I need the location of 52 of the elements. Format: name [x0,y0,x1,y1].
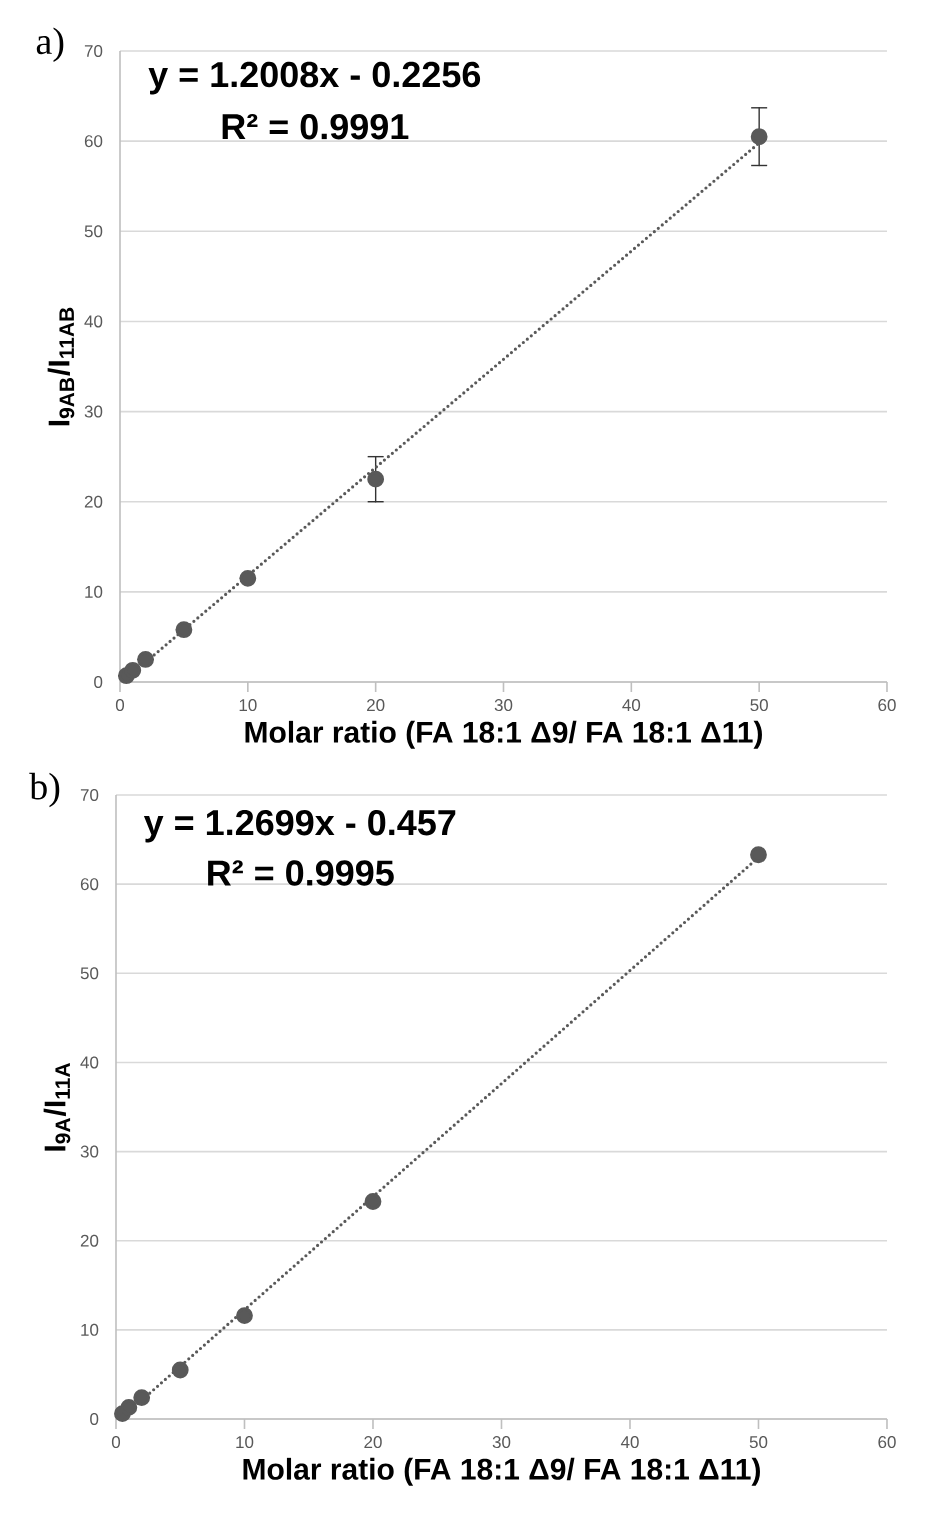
chart-title: a) [36,27,64,62]
y-tick-label: 20 [84,495,103,508]
x-tick-label: 50 [750,699,768,712]
y-tick-label: 0 [94,676,103,689]
y-tick-label: 40 [84,315,103,328]
x-tick-label: 40 [622,699,641,712]
x-tick-label: 10 [239,699,257,712]
x-tick-label: 20 [367,699,385,712]
point [364,1193,382,1210]
x-tick-label: 50 [749,1436,768,1449]
text: I$_{9A}$/I$_{11A}$ [43,1062,71,1151]
y-tick-label: 0 [90,1413,99,1426]
point [750,846,767,864]
y-tick-label: 70 [84,45,103,58]
x-axis-title: Molar ratio (FA 18:1 Δ9/ FA 18:1 Δ11) [245,720,762,749]
x-tick-label: 20 [364,1436,382,1449]
annotation: y = 1.2008x - 0.2256 [148,61,481,95]
point [367,470,385,488]
y-tick-label: 30 [80,1145,99,1158]
point [133,1389,151,1407]
annotation: R² = 0.9995 [208,860,394,886]
point [750,128,768,146]
point [120,1399,138,1416]
y-tick-label: 60 [80,878,99,891]
point [171,1361,189,1379]
y-tick-label: 50 [80,967,99,980]
chart-title: b) [29,772,60,808]
y-tick-label: 30 [84,405,103,418]
point [239,569,257,587]
y-tick-label: 10 [85,585,103,598]
annotation: y = 1.2699x - 0.457 [143,809,456,843]
x-tick-label: 60 [878,699,896,712]
x-tick-label: 60 [878,1436,896,1449]
x-tick-label: 10 [236,1436,254,1449]
x-tick-label: 0 [115,699,125,712]
point [175,621,193,639]
point [124,661,142,679]
x-tick-label: 40 [620,1436,639,1449]
y-tick-label: 10 [81,1323,99,1336]
text: I$_{9AB}$/I$_{11AB}$ [47,307,75,426]
y-tick-label: 50 [84,225,103,238]
y-tick-label: 40 [80,1056,99,1069]
y-tick-label: 60 [84,135,103,148]
annotation: R² = 0.9991 [222,113,409,140]
x-tick-label: 30 [492,1436,511,1449]
y-tick-label: 20 [80,1234,99,1247]
point [137,651,154,668]
point [236,1307,253,1324]
x-axis-title: Molar ratio (FA 18:1 Δ9/ FA 18:1 Δ11) [243,1457,760,1486]
x-tick-label: 0 [111,1436,121,1449]
y-tick-label: 70 [80,789,99,802]
x-tick-label: 30 [494,699,513,712]
